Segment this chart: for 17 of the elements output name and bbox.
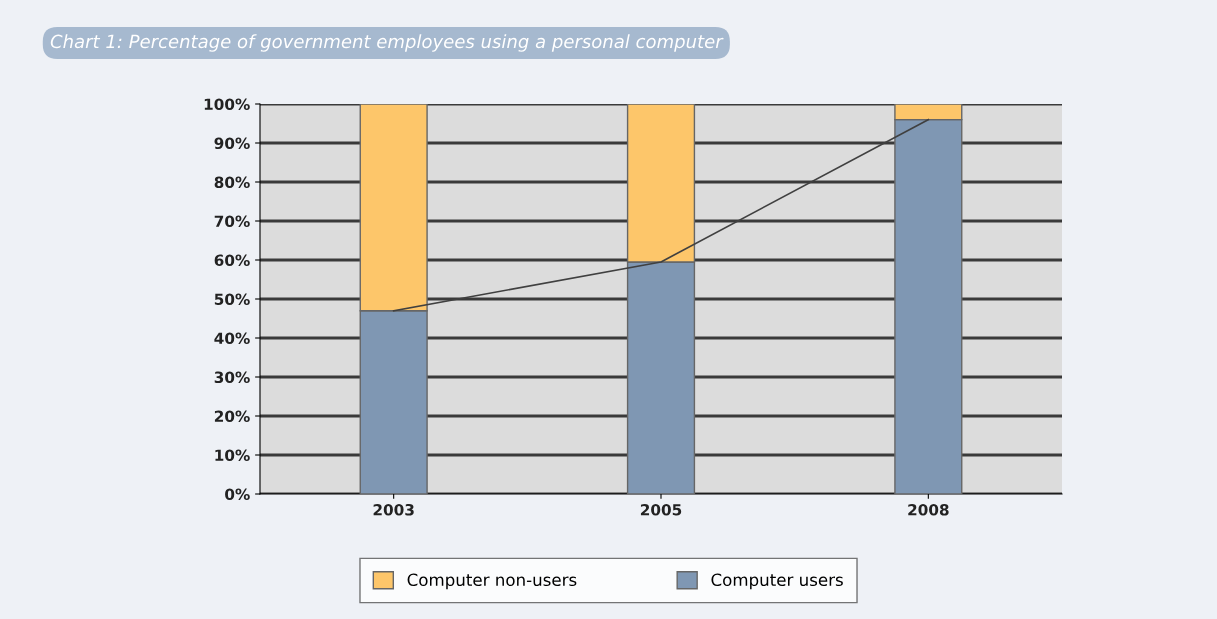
chart-title: Chart 1: Percentage of government employees using a personal computer [50, 34, 724, 52]
legend-label: Computer non-users [407, 573, 577, 590]
y-tick-label: 20% [214, 410, 250, 423]
y-tick-label: 70% [214, 215, 250, 228]
y-tick-label: 80% [214, 176, 250, 189]
y-tick-label: 10% [215, 449, 250, 462]
y-tick-label: 30% [214, 371, 250, 384]
x-tick-label: 2008 [908, 503, 949, 516]
x-tick-label: 2003 [373, 503, 414, 516]
x-tick-label: 2005 [640, 503, 682, 516]
y-tick-label: 90% [214, 137, 250, 150]
y-tick-label: 40% [214, 332, 250, 345]
y-tick-label: 60% [214, 254, 250, 267]
y-tick-label: 0% [225, 488, 250, 501]
y-tick-label: 50% [214, 293, 250, 306]
y-tick-label: 100% [204, 98, 250, 111]
legend-label: Computer users [711, 573, 843, 590]
